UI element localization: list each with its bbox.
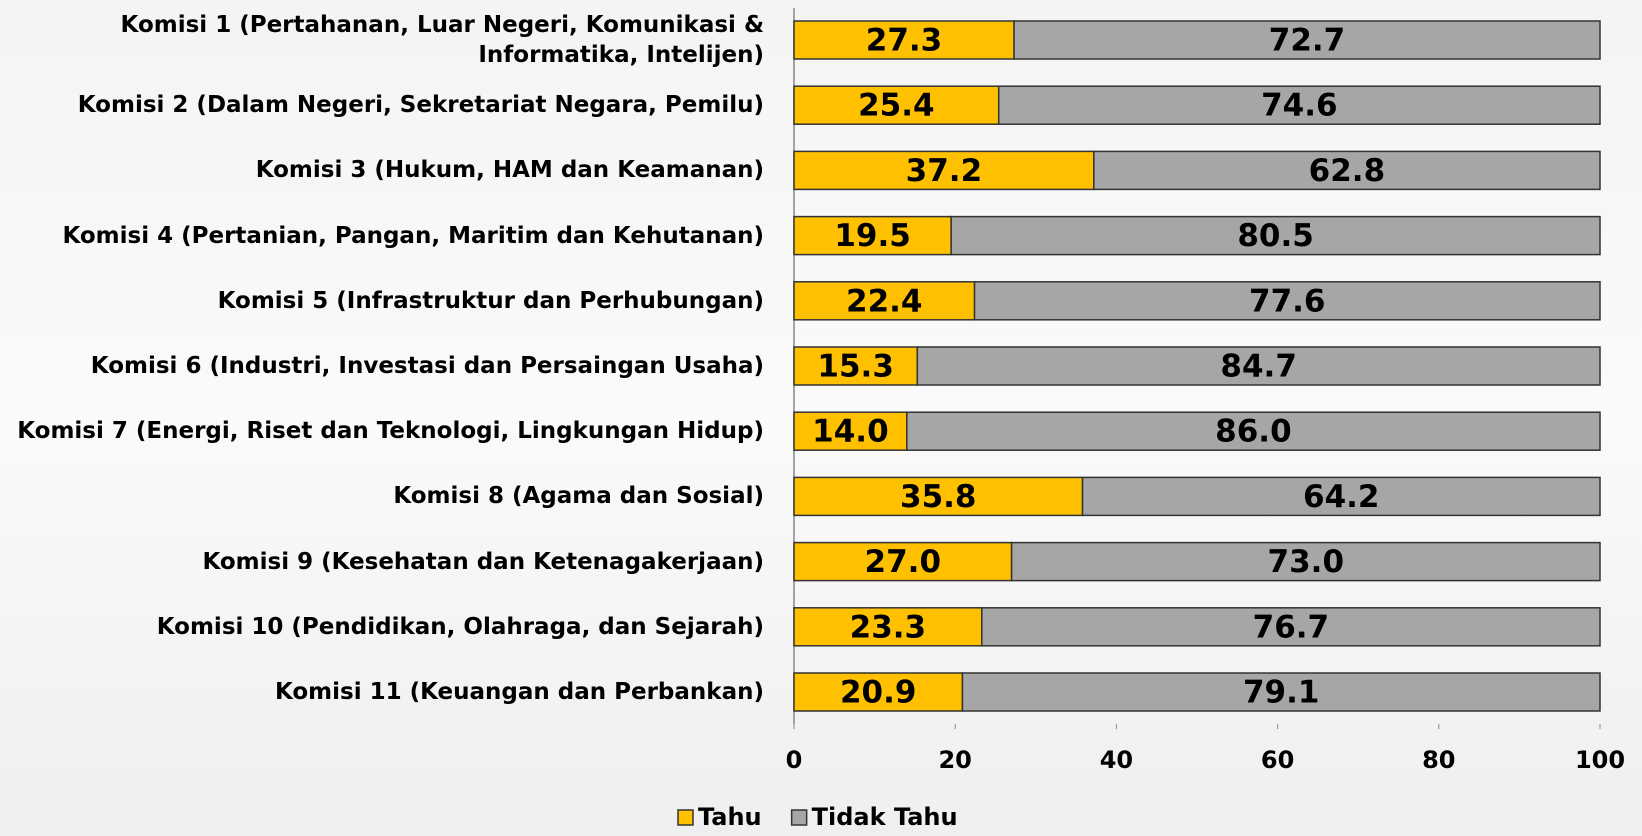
value-label: 80.5 xyxy=(1237,218,1314,254)
value-label: 76.7 xyxy=(1253,609,1330,645)
bar-segment xyxy=(961,672,1601,712)
category-label: Komisi 9 (Kesehatan dan Ketenagakerjaan) xyxy=(202,548,764,575)
bar-segment xyxy=(1093,150,1601,191)
x-tick-label: 100 xyxy=(1575,746,1625,774)
bar-segment xyxy=(793,476,1084,517)
bar-segment xyxy=(973,281,1601,321)
x-tick-label: 60 xyxy=(1261,746,1294,774)
value-label: 72.7 xyxy=(1269,23,1346,59)
legend-swatch xyxy=(677,809,694,826)
value-label: 86.0 xyxy=(1215,414,1292,450)
value-label: 19.5 xyxy=(834,218,911,254)
value-label: 62.8 xyxy=(1309,153,1386,189)
bar-segment xyxy=(793,150,1095,191)
legend-label: Tahu xyxy=(698,803,762,831)
category-label: Komisi 5 (Infrastruktur dan Perhubungan) xyxy=(217,287,764,314)
value-label: 25.4 xyxy=(858,88,935,124)
value-label: 27.3 xyxy=(866,23,943,59)
bar-segment xyxy=(793,85,1000,125)
value-label: 37.2 xyxy=(906,153,983,189)
bar-segment xyxy=(906,411,1601,451)
category-label: Komisi 10 (Pendidikan, Olahraga, dan Sej… xyxy=(156,613,764,640)
category-label: Komisi 3 (Hukum, HAM dan Keamanan) xyxy=(255,157,764,184)
category-label: Komisi 4 (Pertanian, Pangan, Maritim dan… xyxy=(62,222,764,249)
bar-segment xyxy=(793,20,1015,60)
bar-segment xyxy=(950,215,1601,256)
value-label: 77.6 xyxy=(1249,283,1326,319)
bar-segment xyxy=(793,281,976,321)
x-tick-label: 80 xyxy=(1422,746,1455,774)
value-label: 15.3 xyxy=(817,349,894,385)
value-label: 14.0 xyxy=(812,414,889,450)
category-label: Komisi 7 (Energi, Riset dan Teknologi, L… xyxy=(17,418,764,445)
bar-segment xyxy=(793,607,983,647)
value-label: 74.6 xyxy=(1261,88,1338,124)
value-label: 84.7 xyxy=(1220,349,1297,385)
x-tick-label: 20 xyxy=(938,746,971,774)
bar-segment xyxy=(793,411,908,451)
value-label: 79.1 xyxy=(1243,675,1320,711)
x-tick-label: 0 xyxy=(786,746,803,774)
x-tick-label: 40 xyxy=(1100,746,1133,774)
value-label: 27.0 xyxy=(865,544,942,580)
value-label: 64.2 xyxy=(1303,479,1380,515)
bar-segment xyxy=(1013,20,1601,60)
legend-swatch xyxy=(790,809,808,826)
value-label: 35.8 xyxy=(900,479,977,515)
bar-segment xyxy=(997,85,1601,125)
bar-segment xyxy=(1081,476,1601,517)
value-label: 22.4 xyxy=(846,283,923,319)
legend-label: Tidak Tahu xyxy=(812,803,958,831)
value-label: 73.0 xyxy=(1268,544,1345,580)
category-label: Komisi 1 (Pertahanan, Luar Negeri, Komun… xyxy=(120,12,764,68)
bar-segment xyxy=(916,346,1601,386)
bar-segment xyxy=(1010,541,1601,582)
category-label: Komisi 2 (Dalam Negeri, Sekretariat Nega… xyxy=(77,92,764,119)
bar-segment xyxy=(793,672,964,712)
category-label: Komisi 11 (Keuangan dan Perbankan) xyxy=(274,679,764,705)
category-label: Komisi 8 (Agama dan Sosial) xyxy=(393,483,764,510)
bar-segment xyxy=(793,541,1013,582)
value-label: 23.3 xyxy=(850,609,927,645)
category-label: Komisi 6 (Industri, Investasi dan Persai… xyxy=(90,353,764,379)
bar-segment xyxy=(981,607,1601,647)
value-label: 20.9 xyxy=(840,675,917,711)
